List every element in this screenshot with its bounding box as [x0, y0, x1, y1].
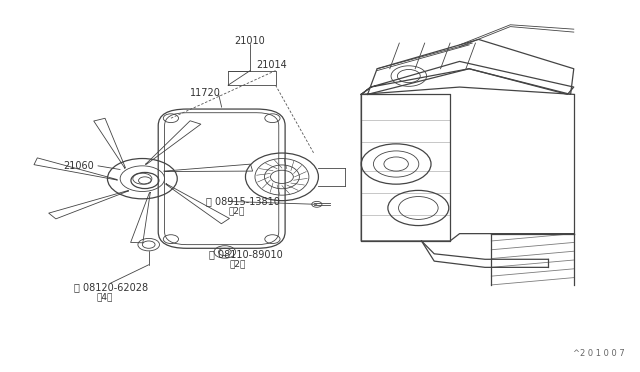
Text: 〈2〉: 〈2〉: [230, 259, 246, 268]
Text: （2）: （2）: [228, 206, 244, 215]
Text: Ⓦ 08915-13810: Ⓦ 08915-13810: [206, 196, 280, 206]
Text: 21010: 21010: [234, 36, 265, 46]
Text: （4）: （4）: [97, 292, 113, 302]
Text: 21060: 21060: [63, 161, 94, 171]
Text: Ⓑ 08110-89010: Ⓑ 08110-89010: [209, 249, 283, 259]
Text: Ⓑ 08120-62028: Ⓑ 08120-62028: [74, 282, 148, 292]
Text: 21014: 21014: [257, 60, 287, 70]
Text: ^2 0 1 0 0 7: ^2 0 1 0 0 7: [573, 349, 625, 358]
Text: 11720: 11720: [190, 87, 221, 97]
